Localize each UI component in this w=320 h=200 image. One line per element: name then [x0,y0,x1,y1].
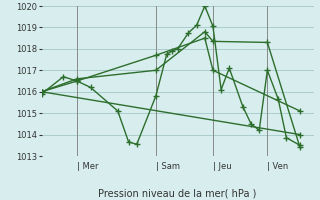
Text: | Jeu: | Jeu [213,162,232,171]
Text: | Sam: | Sam [156,162,180,171]
Text: | Mer: | Mer [77,162,99,171]
Text: Pression niveau de la mer( hPa ): Pression niveau de la mer( hPa ) [99,189,257,199]
Text: | Ven: | Ven [268,162,289,171]
